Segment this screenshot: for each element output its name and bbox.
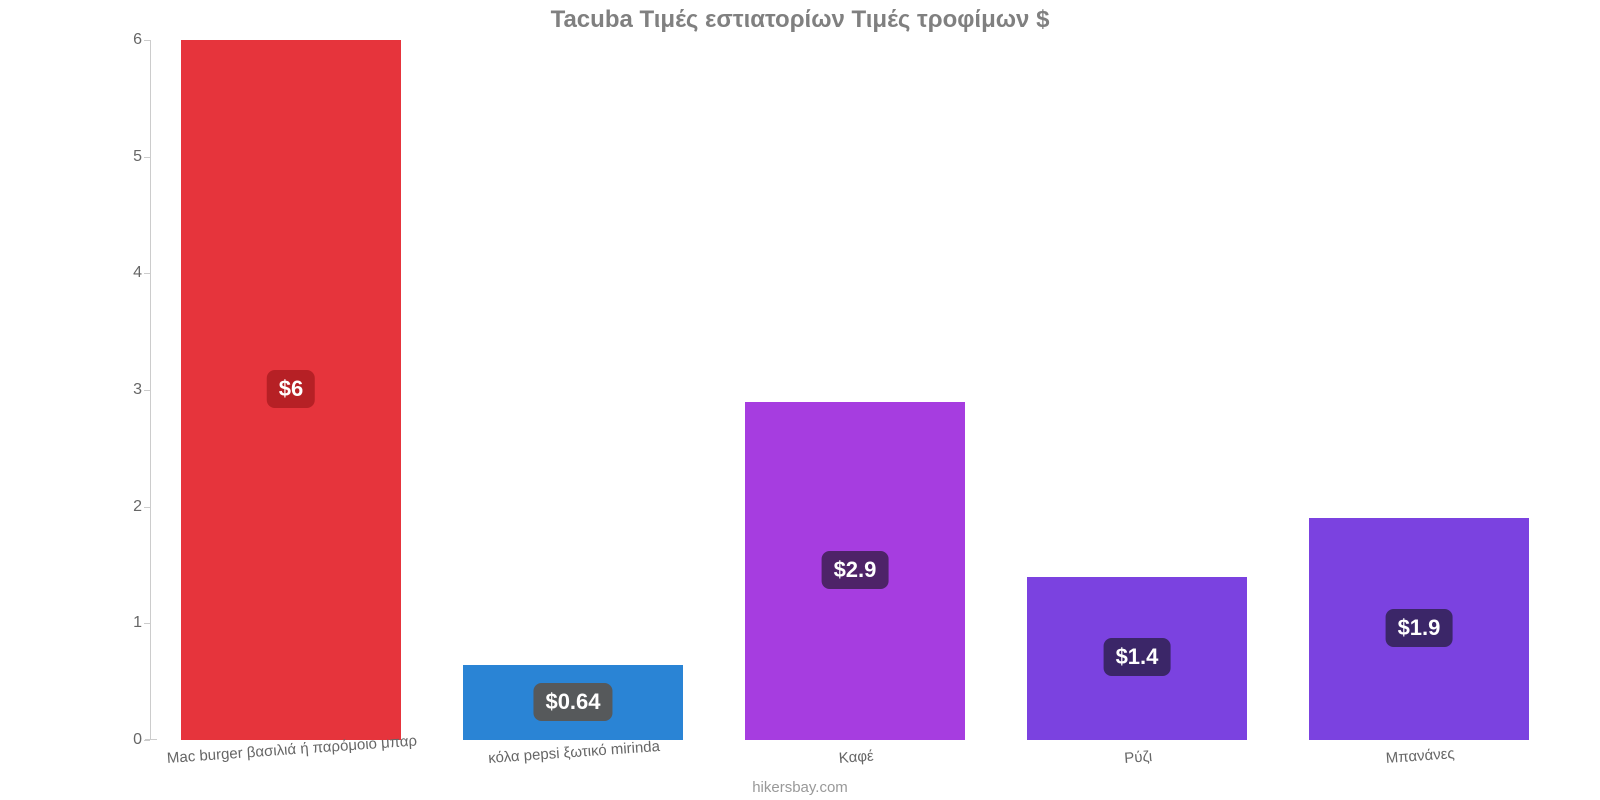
bar-value-badge: $1.4 (1104, 638, 1171, 676)
y-tick-label: 6 (102, 31, 142, 49)
y-tick-mark (144, 390, 150, 391)
plot-area: $6Mac burger βασιλιά ή παρόμοιο μπαρ$0.6… (150, 40, 1560, 740)
y-tick-mark (144, 157, 150, 158)
category-label: Μπανάνες (1385, 735, 1456, 767)
chart-container: Tacuba Τιμές εστιατορίων Τιμές τροφίμων … (0, 0, 1600, 800)
bar-slot: $2.9Καφέ (714, 40, 996, 740)
bar-value-badge: $6 (267, 370, 315, 408)
bar: $1.4 (1027, 577, 1247, 740)
bar-value-badge: $2.9 (822, 551, 889, 589)
y-tick-mark (144, 623, 150, 624)
bar: $2.9 (745, 402, 965, 740)
source-attribution: hikersbay.com (0, 779, 1600, 796)
bar-slot: $0.64κόλα pepsi ξωτικό mirinda (432, 40, 714, 740)
y-tick-label: 0 (102, 731, 142, 749)
bar: $1.9 (1309, 518, 1529, 740)
y-tick-label: 1 (102, 614, 142, 632)
y-tick-mark (144, 40, 150, 41)
y-tick-label: 2 (102, 498, 142, 516)
category-label: Καφέ (838, 738, 875, 767)
bar-value-badge: $0.64 (533, 683, 612, 721)
y-tick-mark (144, 740, 150, 741)
y-tick-label: 4 (102, 264, 142, 282)
y-tick-mark (144, 273, 150, 274)
y-tick-label: 5 (102, 148, 142, 166)
category-label: Ρύζι (1123, 738, 1153, 767)
bar: $6 (181, 40, 401, 740)
bar-slot: $1.9Μπανάνες (1278, 40, 1560, 740)
bar-slot: $1.4Ρύζι (996, 40, 1278, 740)
bar-slot: $6Mac burger βασιλιά ή παρόμοιο μπαρ (150, 40, 432, 740)
y-tick-mark (144, 507, 150, 508)
bars-row: $6Mac burger βασιλιά ή παρόμοιο μπαρ$0.6… (150, 40, 1560, 740)
bar-value-badge: $1.9 (1386, 609, 1453, 647)
chart-title: Tacuba Τιμές εστιατορίων Τιμές τροφίμων … (0, 6, 1600, 34)
y-tick-label: 3 (102, 381, 142, 399)
